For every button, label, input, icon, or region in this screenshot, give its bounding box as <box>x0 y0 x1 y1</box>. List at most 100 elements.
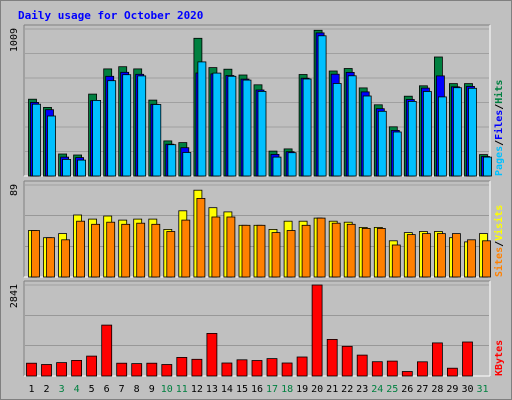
bar-kbytes-day-8 <box>131 363 143 377</box>
x-tick-label-day-30: 30 <box>461 384 473 395</box>
bar-pages-day-25 <box>392 131 402 177</box>
x-tick-label-day-25: 25 <box>386 384 398 395</box>
x-tick-label-day-27: 27 <box>416 384 428 395</box>
bar-pages-day-21 <box>332 83 342 177</box>
x-tick-label-day-4: 4 <box>74 384 80 395</box>
bar-kbytes-day-10 <box>161 364 173 377</box>
bar-kbytes-day-22 <box>341 345 353 377</box>
bar-sites-day-6 <box>106 221 116 278</box>
bar-pages-day-19 <box>302 78 312 177</box>
bar-sites-day-14 <box>226 216 236 278</box>
bar-pages-day-20 <box>317 35 327 177</box>
bar-pages-day-2 <box>47 115 56 177</box>
bar-sites-day-28 <box>436 233 446 278</box>
x-tick-label-day-31: 31 <box>476 384 488 395</box>
bar-pages-day-3 <box>62 158 71 177</box>
x-tick-label-day-16: 16 <box>251 384 263 395</box>
bar-pages-day-22 <box>347 75 357 177</box>
bar-kbytes-day-24 <box>371 361 383 377</box>
x-tick-label-day-7: 7 <box>119 384 125 395</box>
bar-kbytes-day-28 <box>431 342 443 377</box>
bar-kbytes-day-29 <box>446 367 458 377</box>
bar-sites-day-5 <box>91 223 100 278</box>
x-tick-label-day-10: 10 <box>161 384 173 395</box>
bar-pages-day-16 <box>257 91 267 177</box>
bar-pages-day-30 <box>468 87 477 177</box>
chart-title: Daily usage for October 2020 <box>18 9 203 22</box>
bar-pages-day-7 <box>122 74 132 177</box>
legend-entry: / <box>494 241 505 247</box>
bar-kbytes-day-19 <box>296 356 308 377</box>
bar-sites-day-2 <box>46 237 55 278</box>
bar-sites-day-16 <box>256 224 266 278</box>
bar-pages-day-27 <box>422 91 432 177</box>
x-axis: 1 2 3 4 5 6 7 8 9 10 11 12 13 14 15 16 17 18 19 20 21 22 23 24 2… <box>28 384 488 395</box>
x-tick-label-day-22: 22 <box>341 384 353 395</box>
y-max-label: 2841 <box>9 284 20 308</box>
bar-sites-day-1 <box>31 230 40 278</box>
x-tick-label-day-29: 29 <box>446 384 458 395</box>
x-tick-label-day-13: 13 <box>206 384 218 395</box>
x-tick-label-day-2: 2 <box>43 384 49 395</box>
bar-sites-day-10 <box>166 231 176 278</box>
x-tick-label-day-14: 14 <box>221 384 233 395</box>
bar-pages-day-15 <box>242 79 252 177</box>
bar-sites-day-7 <box>121 223 131 278</box>
bar-kbytes-day-25 <box>386 360 398 377</box>
legend-entry: Files <box>493 110 505 140</box>
bar-pages-day-29 <box>452 87 462 177</box>
y-max-label: 1009 <box>9 28 20 52</box>
bar-kbytes-day-20 <box>311 284 323 377</box>
bar-pages-day-13 <box>212 72 222 177</box>
x-tick-label-day-1: 1 <box>28 384 34 395</box>
x-tick-label-day-5: 5 <box>89 384 95 395</box>
x-tick-label-day-11: 11 <box>176 384 188 395</box>
bar-kbytes-day-16 <box>251 360 263 377</box>
bar-kbytes-day-26 <box>401 371 413 377</box>
bar-kbytes-day-5 <box>86 355 97 377</box>
x-tick-label-day-8: 8 <box>134 384 140 395</box>
x-tick-label-day-17: 17 <box>266 384 278 395</box>
legend: Sites/Visits <box>493 205 505 277</box>
bar-kbytes-day-4 <box>71 359 82 377</box>
bar-kbytes-day-6 <box>101 324 113 377</box>
bar-sites-day-21 <box>331 222 341 278</box>
legend: KBytes <box>494 340 505 376</box>
y-max-label: 89 <box>9 184 20 196</box>
bar-kbytes-day-23 <box>356 354 368 377</box>
bar-sites-day-31 <box>482 240 491 278</box>
bar-pages-day-8 <box>137 75 147 177</box>
bar-pages-day-18 <box>287 152 297 177</box>
bar-sites-day-24 <box>376 227 386 278</box>
bar-sites-day-13 <box>211 216 221 278</box>
bar-pages-day-10 <box>167 144 177 177</box>
visits-panel: 89 Sites/Visits <box>9 180 505 278</box>
bar-pages-day-28 <box>437 96 447 177</box>
bar-kbytes-day-13 <box>206 332 218 377</box>
bar-kbytes-day-14 <box>221 362 233 377</box>
bar-pages-day-31 <box>483 156 492 177</box>
bar-kbytes-day-12 <box>191 358 203 377</box>
bar-kbytes-day-15 <box>236 359 248 377</box>
bar-pages-day-6 <box>107 80 117 177</box>
bar-pages-day-24 <box>377 110 387 177</box>
bar-sites-day-9 <box>151 223 161 278</box>
x-tick-label-day-6: 6 <box>104 384 110 395</box>
bar-sites-day-20 <box>316 217 326 278</box>
bar-kbytes-day-3 <box>56 362 67 377</box>
x-tick-label-day-26: 26 <box>401 384 413 395</box>
x-tick-label-day-24: 24 <box>371 384 383 395</box>
bar-kbytes-day-9 <box>146 362 158 377</box>
legend-entry: KBytes <box>494 340 505 376</box>
bar-pages-day-1 <box>32 103 41 177</box>
bar-sites-day-19 <box>301 224 311 278</box>
bar-kbytes-day-11 <box>176 356 188 377</box>
bar-sites-day-22 <box>346 223 356 278</box>
bar-kbytes-day-18 <box>281 362 293 377</box>
bar-sites-day-17 <box>271 232 281 278</box>
x-tick-label-day-28: 28 <box>431 384 443 395</box>
bar-pages-day-23 <box>362 95 372 177</box>
legend-entry: Hits <box>493 80 505 104</box>
